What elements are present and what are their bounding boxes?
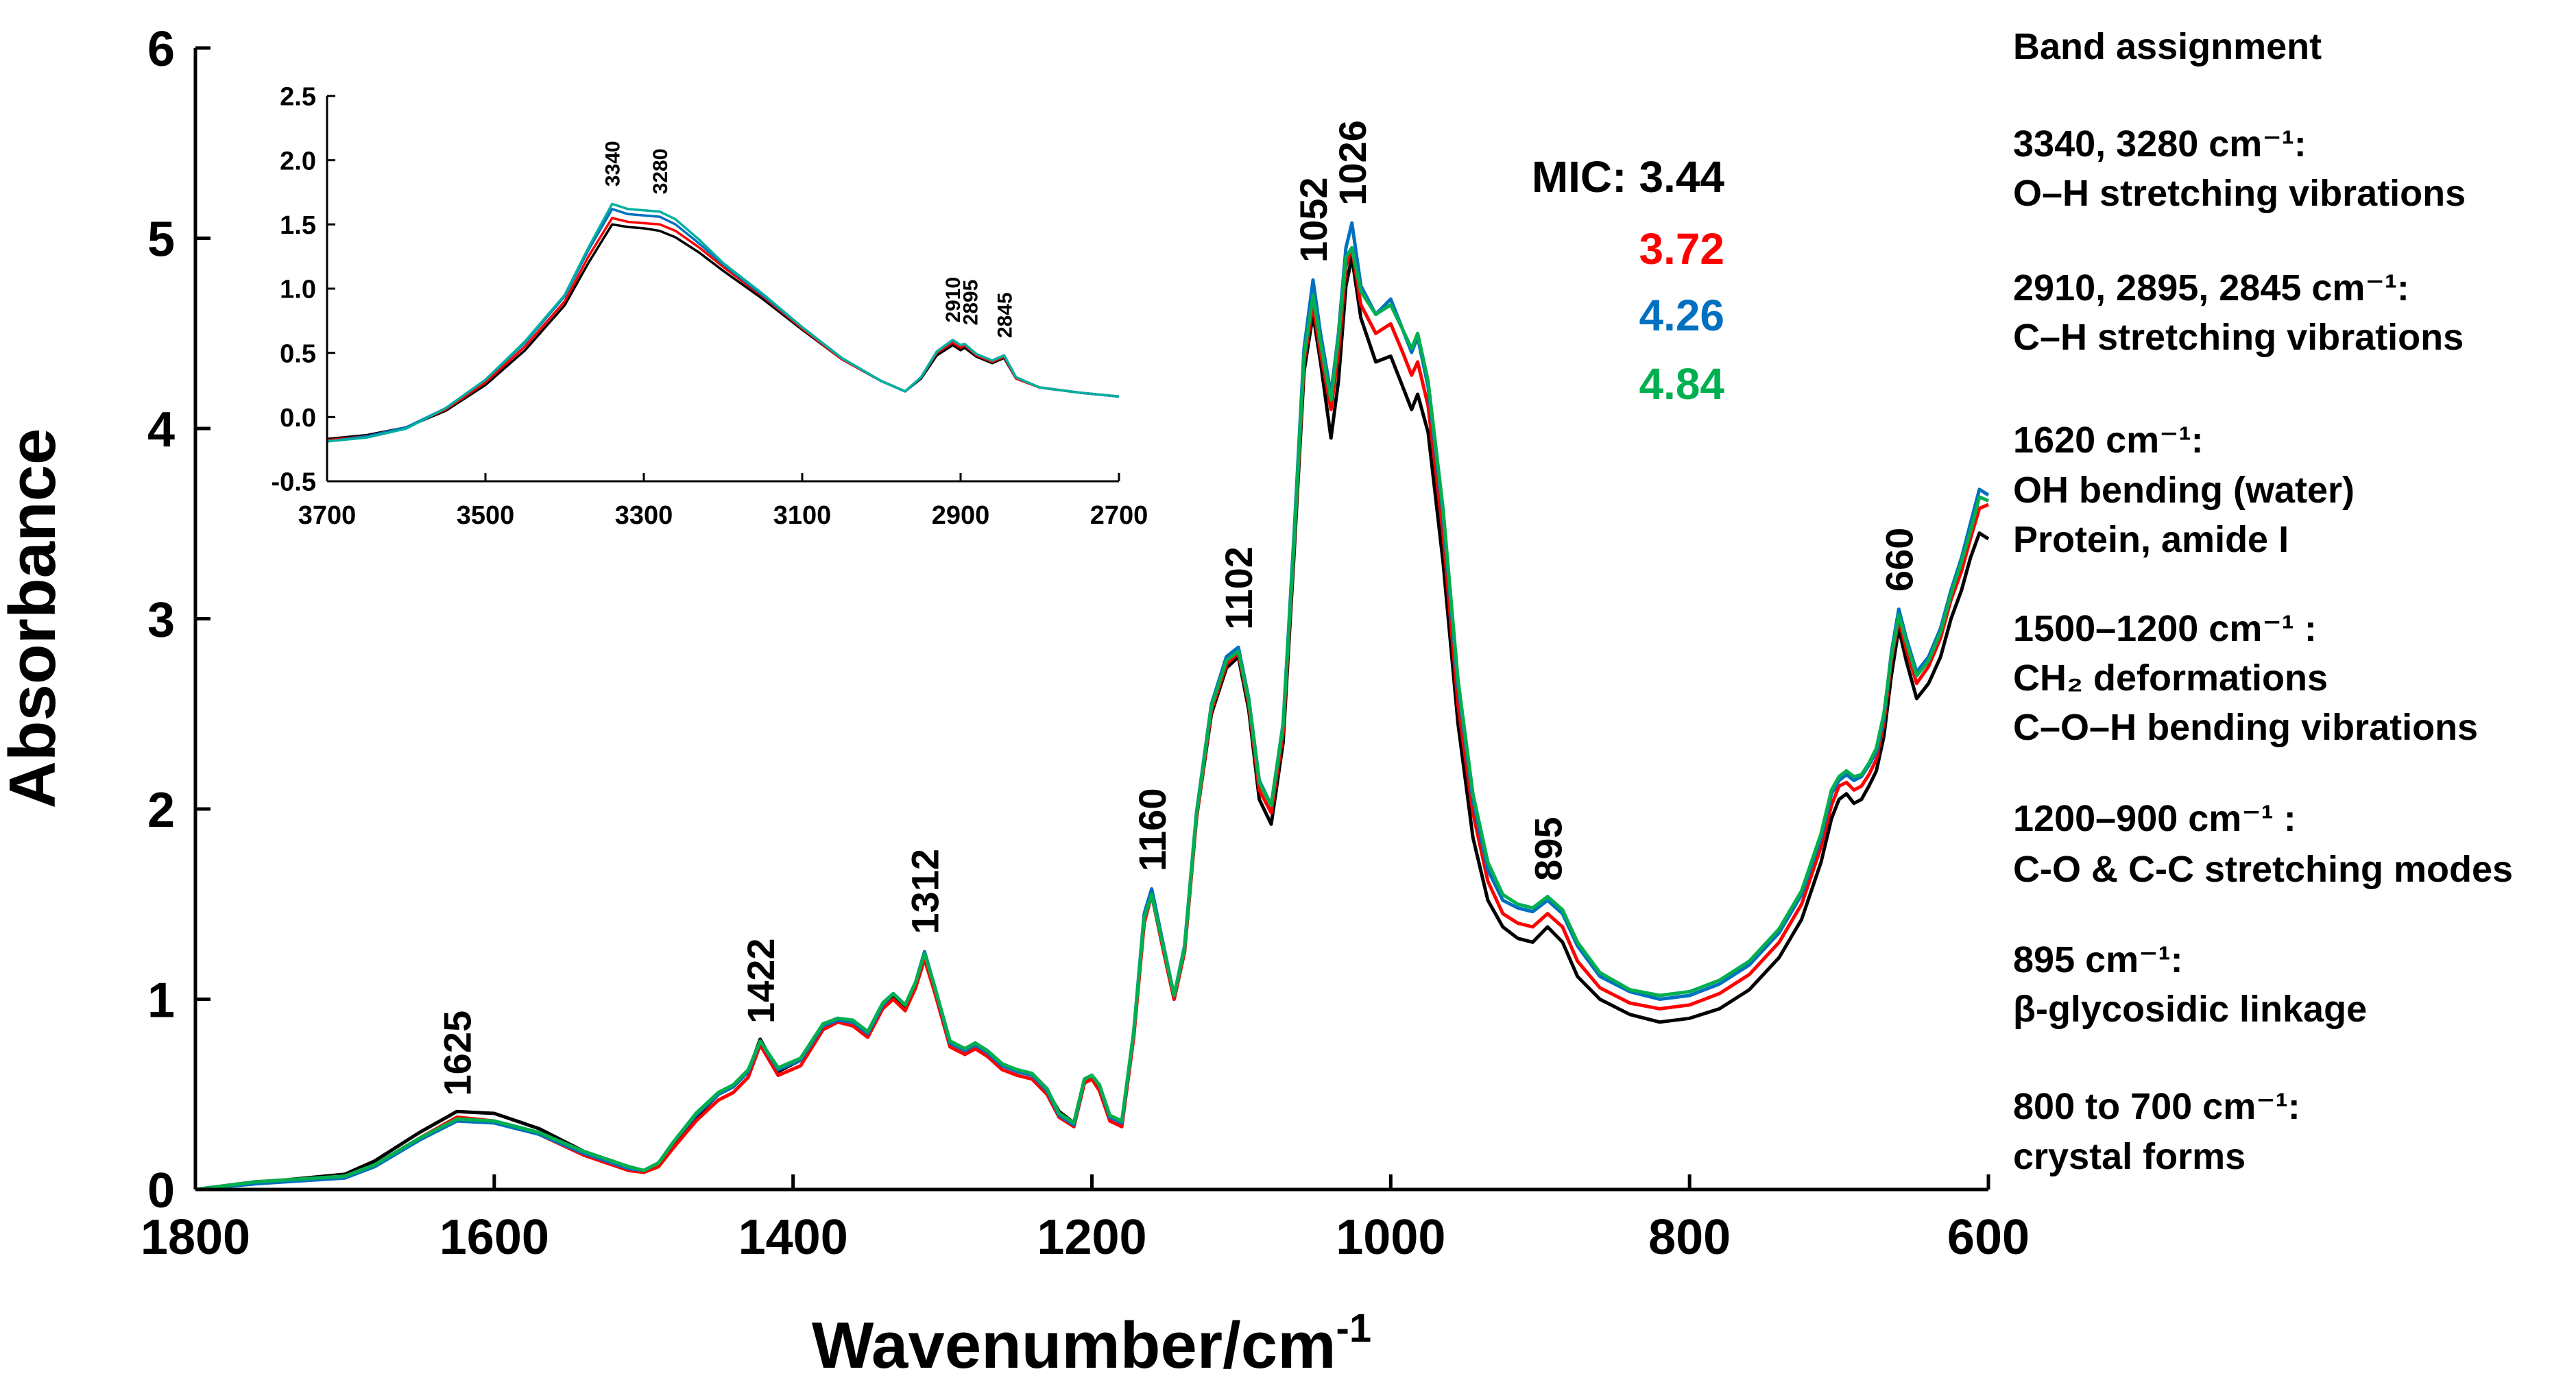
band-g1-line-1: O–H stretching vibrations: [2013, 173, 2466, 214]
main-x-tick-label-1000: 1000: [1336, 1210, 1445, 1265]
main-y-tick-label-1: 1: [147, 973, 175, 1028]
main-peak-label-660: 660: [1877, 528, 1921, 592]
band-g4-line-0: 1500–1200 cm⁻¹ :: [2013, 608, 2317, 649]
legend-value-4-26: 4.26: [1639, 291, 1724, 340]
main-peak-label-1160: 1160: [1131, 788, 1174, 872]
mic-legend: MIC: 3.44 3.72 4.26 4.84: [1532, 152, 1725, 409]
main-peak-label-1625: 1625: [436, 1011, 479, 1096]
inset-spectrum-chart: 3700 3500 3300 3100 2900 2700 -0.5 0.0 0.5 1.0 1.5…: [272, 83, 1148, 530]
inset-x-tick-label-3100: 3100: [773, 501, 832, 530]
inset-tick-labels-group: 3700 3500 3300 3100 2900 2700 -0.5 0.0 0.5 1.0 1.5…: [272, 83, 1148, 530]
main-x-tick-label-800: 800: [1648, 1210, 1731, 1265]
inset-y-tick-label-1-5: 1.5: [280, 211, 316, 240]
band-g1-line-0: 3340, 3280 cm⁻¹:: [2013, 123, 2307, 165]
main-x-axis-label-sup: -1: [1336, 1306, 1372, 1351]
band-g7-line-0: 800 to 700 cm⁻¹:: [2013, 1086, 2300, 1127]
band-g2-line-0: 2910, 2895, 2845 cm⁻¹:: [2013, 267, 2409, 309]
inset-peak-label-2895: 2895: [960, 280, 983, 326]
band-g3-line-0: 1620 cm⁻¹:: [2013, 420, 2204, 461]
main-x-axis-label-text: Wavenumber/cm: [812, 1309, 1336, 1382]
inset-series-line-3-44: [326, 223, 1120, 440]
main-series-line-4-84: [195, 245, 1989, 1192]
inset-peak-label-3280: 3280: [649, 149, 672, 195]
inset-x-tick-label-2900: 2900: [932, 501, 990, 530]
inset-y-tick-label-0-5: 0.5: [280, 339, 316, 368]
inset-y-tick-label-0: 0.0: [280, 404, 316, 433]
inset-y-tick-label--0-5: -0.5: [272, 468, 316, 497]
main-x-tick-label-1800: 1800: [141, 1210, 250, 1265]
inset-x-tick-label-2700: 2700: [1090, 501, 1148, 530]
main-peak-label-1052: 1052: [1292, 177, 1335, 263]
inset-series-group: [326, 202, 1120, 443]
main-y-tick-label-2: 2: [147, 783, 175, 838]
legend-value-4-84: 4.84: [1639, 359, 1724, 409]
band-assignment-panel: Band assignment 3340, 3280 cm⁻¹: O–H str…: [2013, 26, 2513, 1177]
inset-peak-label-2910: 2910: [942, 277, 965, 323]
main-ticks-group: [193, 46, 1990, 1192]
band-assignment-title: Band assignment: [2013, 26, 2322, 67]
band-g3-line-2: Protein, amide I: [2013, 519, 2289, 560]
main-spectrum-chart: 1800 1600 1400 1200 1000 800 600 0 1 2 3 4 5 6 1625 14…: [0, 22, 2030, 1382]
main-series-group: [195, 221, 1990, 1192]
band-g6-line-0: 895 cm⁻¹:: [2013, 939, 2183, 980]
inset-y-tick-label-2: 2.0: [280, 147, 316, 176]
main-peak-label-1312: 1312: [904, 849, 947, 934]
main-y-tick-label-4: 4: [147, 402, 175, 457]
inset-x-tick-label-3300: 3300: [615, 501, 673, 530]
inset-y-tick-label-2-5: 2.5: [280, 83, 316, 112]
inset-series-line-4-84: [326, 202, 1120, 443]
band-g2-line-1: C–H stretching vibrations: [2013, 317, 2464, 358]
main-x-tick-label-1200: 1200: [1037, 1210, 1146, 1265]
main-peak-label-895: 895: [1526, 817, 1569, 880]
band-g3-line-1: OH bending (water): [2013, 470, 2355, 511]
main-peak-label-1422: 1422: [739, 938, 782, 1024]
band-g5-line-1: C-O & C-C stretching modes: [2013, 849, 2513, 890]
main-peak-label-1102: 1102: [1217, 546, 1260, 630]
band-g5-line-0: 1200–900 cm⁻¹ :: [2013, 798, 2296, 839]
band-g4-line-1: CH₂ deformations: [2013, 657, 2328, 699]
inset-peak-label-3340: 3340: [602, 141, 625, 186]
main-x-tick-label-1400: 1400: [738, 1210, 848, 1265]
inset-peak-label-2845: 2845: [994, 292, 1016, 338]
inset-x-tick-label-3700: 3700: [298, 501, 357, 530]
legend-title: MIC:: [1532, 152, 1627, 202]
inset-y-tick-label-1: 1.0: [280, 276, 316, 304]
inset-ticks-group: [326, 95, 1120, 483]
main-x-axis-label: Wavenumber/cm-1: [812, 1306, 1371, 1382]
band-g6-line-1: β-glycosidic linkage: [2013, 989, 2367, 1030]
inset-x-tick-label-3500: 3500: [457, 501, 515, 530]
main-x-tick-label-600: 600: [1947, 1210, 2030, 1265]
main-y-tick-label-5: 5: [147, 212, 175, 267]
main-y-tick-label-0: 0: [147, 1163, 175, 1218]
main-y-axis-label: Absorbance: [0, 428, 69, 809]
main-y-tick-label-6: 6: [147, 22, 175, 77]
main-tick-labels-group: 1800 1600 1400 1200 1000 800 600 0 1 2 3 4 5 6: [141, 22, 2030, 1265]
band-g4-line-2: C–O–H bending vibrations: [2013, 707, 2478, 748]
legend-value-3-72: 3.72: [1639, 224, 1724, 274]
legend-value-3-44: 3.44: [1639, 152, 1724, 202]
legend-entry-3-44: MIC: 3.44: [1532, 152, 1725, 202]
band-g7-line-1: crystal forms: [2013, 1136, 2246, 1177]
main-y-tick-label-3: 3: [147, 592, 175, 647]
main-x-tick-label-1600: 1600: [440, 1210, 549, 1265]
main-peak-label-1026: 1026: [1331, 120, 1374, 206]
